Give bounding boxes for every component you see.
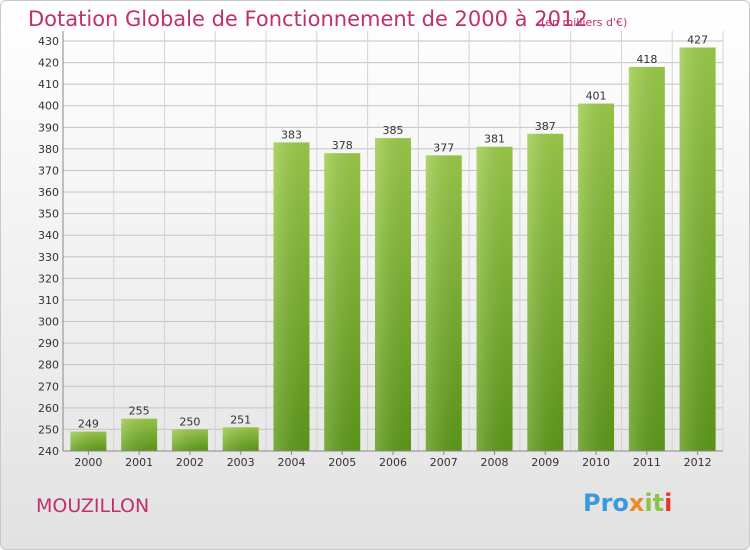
bar-sheen — [70, 431, 107, 451]
y-tick-label: 370 — [38, 164, 59, 177]
y-tick-label: 260 — [38, 402, 59, 415]
x-tick-label: 2007 — [430, 456, 458, 469]
data-label: 401 — [586, 90, 607, 103]
y-tick-label: 380 — [38, 143, 59, 156]
y-tick-label: 300 — [38, 316, 59, 329]
y-tick-label: 350 — [38, 208, 59, 221]
y-tick-label: 320 — [38, 272, 59, 285]
data-label: 418 — [636, 53, 657, 66]
y-tick-label: 410 — [38, 78, 59, 91]
x-tick-label: 2002 — [176, 456, 204, 469]
y-tick-label: 330 — [38, 251, 59, 264]
y-tick-label: 240 — [38, 445, 59, 458]
bar-sheen — [578, 103, 615, 451]
x-tick-label: 2004 — [277, 456, 305, 469]
x-tick-label: 2009 — [531, 456, 559, 469]
y-tick-label: 390 — [38, 121, 59, 134]
data-label: 381 — [484, 133, 505, 146]
y-tick-label: 310 — [38, 294, 59, 307]
data-label: 378 — [332, 139, 353, 152]
data-label: 251 — [230, 413, 251, 426]
data-label: 387 — [535, 120, 556, 133]
bar-sheen — [679, 47, 716, 451]
data-label: 377 — [433, 141, 454, 154]
bar-sheen — [171, 429, 208, 451]
x-tick-label: 2012 — [684, 456, 712, 469]
y-tick-label: 360 — [38, 186, 59, 199]
data-label: 255 — [129, 405, 150, 418]
x-tick-label: 2003 — [227, 456, 255, 469]
data-label: 427 — [687, 33, 708, 46]
x-tick-label: 2005 — [328, 456, 356, 469]
bar-sheen — [476, 146, 513, 451]
axes: 240 250 260 270 280 290 300 310 320 330 340 350 360 3… — [38, 31, 723, 469]
bar-sheen — [527, 133, 564, 451]
y-tick-label: 340 — [38, 229, 59, 242]
x-tick-label: 2006 — [379, 456, 407, 469]
chart-title: Dotation Globale de Fonctionnement de 20… — [28, 7, 588, 31]
bar-sheen — [121, 418, 158, 451]
x-tick-label: 2011 — [633, 456, 661, 469]
y-tick-label: 280 — [38, 359, 59, 372]
bar-sheen — [375, 138, 411, 451]
bar-sheen — [324, 153, 361, 452]
bars — [70, 47, 716, 452]
proxiti-logo[interactable]: Proxiti — [583, 489, 673, 517]
chart-subtitle: (en milliers d'€) — [541, 16, 628, 29]
y-tick-label: 420 — [38, 57, 59, 70]
bar-sheen — [273, 142, 310, 451]
data-label: 385 — [383, 124, 404, 137]
bar-sheen — [425, 155, 462, 452]
data-label: 249 — [78, 418, 99, 431]
y-tick-label: 270 — [38, 380, 59, 393]
commune-name: MOUZILLON — [36, 495, 150, 517]
y-tick-label: 400 — [38, 100, 59, 113]
x-tick-label: 2010 — [582, 456, 610, 469]
y-tick-label: 430 — [38, 35, 59, 48]
y-tick-label: 290 — [38, 337, 59, 350]
bar-sheen — [222, 427, 259, 451]
x-tick-label: 2001 — [125, 456, 153, 469]
data-label: 250 — [179, 415, 200, 428]
bar-sheen — [628, 66, 665, 451]
x-tick-label: 2000 — [74, 456, 102, 469]
data-label: 383 — [281, 128, 302, 141]
x-tick-label: 2008 — [481, 456, 509, 469]
y-tick-label: 250 — [38, 423, 59, 436]
